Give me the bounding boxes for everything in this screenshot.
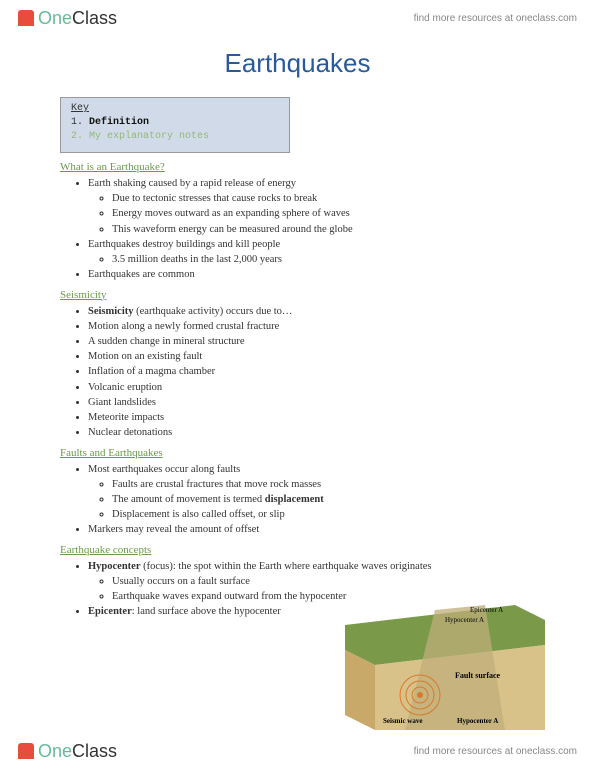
brand-logo-footer: OneClass <box>18 741 117 762</box>
list-item: Motion on an existing fault <box>88 349 535 364</box>
header-tagline[interactable]: find more resources at oneclass.com <box>414 13 577 24</box>
list-item: Meteorite impacts <box>88 410 535 425</box>
section-heading-seismicity: Seismicity <box>60 289 535 301</box>
fault-diagram: Epicenter A Hypocenter A Fault surface S… <box>345 600 545 730</box>
brand-part1: One <box>38 8 72 29</box>
page-title: Earthquakes <box>60 48 535 79</box>
section-heading-whatis: What is an Earthquake? <box>60 161 535 173</box>
list-seismicity: Seismicity (earthquake activity) occurs … <box>60 304 535 441</box>
document-body: Earthquakes Key 1. Definition 2. My expl… <box>0 0 595 679</box>
key-line-definition: 1. Definition <box>71 116 279 130</box>
list-item: Most earthquakes occur along faults Faul… <box>88 462 535 523</box>
logo-icon <box>18 10 34 26</box>
list-item: Volcanic eruption <box>88 380 535 395</box>
brand-part1: One <box>38 741 72 762</box>
diagram-label-fault: Fault surface <box>455 671 501 680</box>
list-item: Displacement is also called offset, or s… <box>112 507 535 522</box>
list-item: Inflation of a magma chamber <box>88 364 535 379</box>
list-item: Earthquakes are common <box>88 267 535 282</box>
list-item: The amount of movement is termed displac… <box>112 492 535 507</box>
list-item: Energy moves outward as an expanding sph… <box>112 206 535 221</box>
brand-part2: Class <box>72 8 117 29</box>
list-item: Motion along a newly formed crustal frac… <box>88 319 535 334</box>
key-line-notes: 2. My explanatory notes <box>71 130 279 144</box>
page-header: OneClass find more resources at oneclass… <box>0 0 595 37</box>
page-footer: OneClass find more resources at oneclass… <box>0 733 595 770</box>
list-item: Earth shaking caused by a rapid release … <box>88 176 535 237</box>
list-item: A sudden change in mineral structure <box>88 334 535 349</box>
list-item: Nuclear detonations <box>88 425 535 440</box>
list-faults: Most earthquakes occur along faults Faul… <box>60 462 535 538</box>
diagram-label-hypocenter-bottom: Hypocenter A <box>457 717 498 725</box>
list-item: 3.5 million deaths in the last 2,000 yea… <box>112 252 535 267</box>
key-heading: Key <box>71 102 279 116</box>
section-heading-concepts: Earthquake concepts <box>60 544 535 556</box>
list-item: Markers may reveal the amount of offset <box>88 522 535 537</box>
footer-tagline[interactable]: find more resources at oneclass.com <box>414 746 577 757</box>
list-whatis: Earth shaking caused by a rapid release … <box>60 176 535 283</box>
section-heading-faults: Faults and Earthquakes <box>60 447 535 459</box>
diagram-label-epicenter: Epicenter A <box>470 606 503 614</box>
list-item: Earthquakes destroy buildings and kill p… <box>88 237 535 267</box>
list-item: Seismicity (earthquake activity) occurs … <box>88 304 535 319</box>
list-item: Giant landslides <box>88 395 535 410</box>
list-item: This waveform energy can be measured aro… <box>112 222 535 237</box>
list-item: Faults are crustal fractures that move r… <box>112 477 535 492</box>
brand-logo: OneClass <box>18 8 117 29</box>
key-box: Key 1. Definition 2. My explanatory note… <box>60 97 290 153</box>
hypocenter-icon <box>417 692 423 698</box>
logo-icon <box>18 743 34 759</box>
diagram-label-hypocenter-top: Hypocenter A <box>445 616 484 624</box>
list-item: Usually occurs on a fault surface <box>112 574 535 589</box>
list-item: Hypocenter (focus): the spot within the … <box>88 559 535 605</box>
brand-part2: Class <box>72 741 117 762</box>
list-item: Due to tectonic stresses that cause rock… <box>112 191 535 206</box>
diagram-label-seismic: Seismic wave <box>383 717 422 725</box>
